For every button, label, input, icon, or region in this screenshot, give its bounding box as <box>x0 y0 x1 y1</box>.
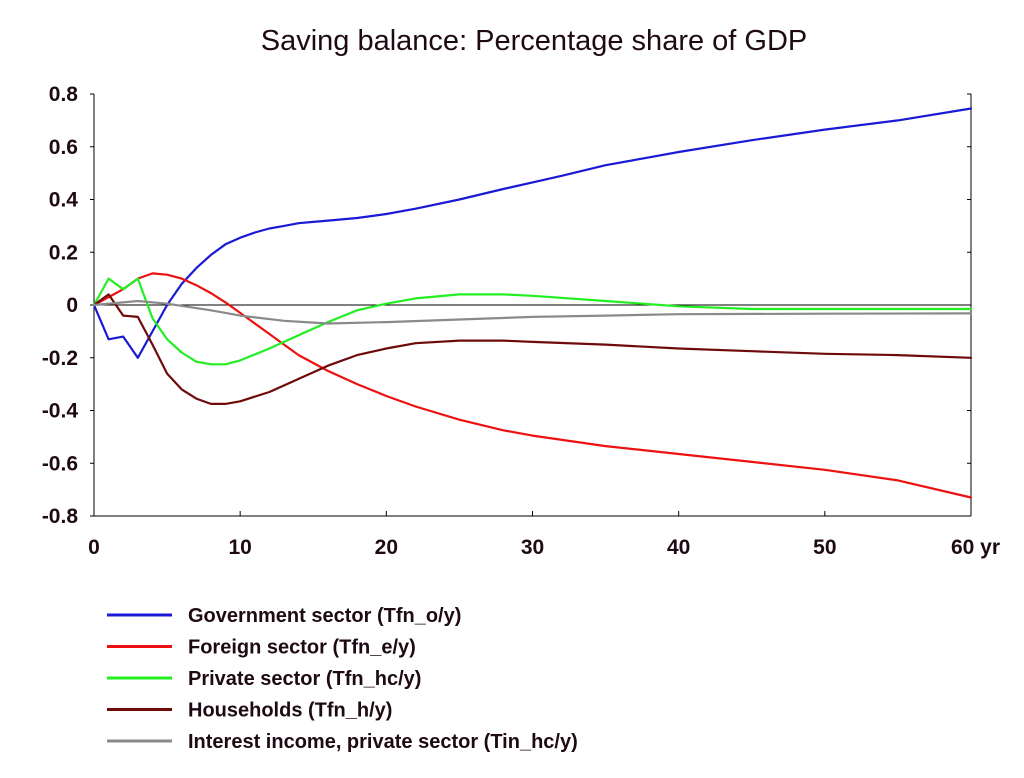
legend-item: Households (Tfn_h/y) <box>107 700 392 722</box>
series-line-1 <box>92 107 973 359</box>
series-line-3 <box>92 277 973 366</box>
y-tick-label: -0.6 <box>42 452 78 475</box>
y-tick-label: 0.4 <box>49 189 79 212</box>
legend-label: Government sector (Tfn_o/y) <box>188 605 461 627</box>
legend-label: Households (Tfn_h/y) <box>188 700 392 722</box>
x-tick-label: 30 <box>521 536 544 559</box>
plot-area <box>92 107 973 499</box>
legend-item: Private sector (Tfn_hc/y) <box>107 668 421 690</box>
legend-label: Private sector (Tfn_hc/y) <box>188 668 421 690</box>
legend-item: Interest income, private sector (Tin_hc/… <box>107 731 578 753</box>
series-line-4 <box>92 293 973 405</box>
legend: Government sector (Tfn_o/y) Foreign secto… <box>107 605 578 753</box>
x-tick-label: 0 <box>88 536 100 559</box>
legend-label: Interest income, private sector (Tin_hc/… <box>188 731 578 753</box>
x-tick-label: 60 yr <box>951 536 1000 559</box>
series-line-5 <box>92 299 973 325</box>
y-tick-label: 0.8 <box>49 83 79 106</box>
series-line-2 <box>92 272 973 499</box>
legend-item: Foreign sector (Tfn_e/y) <box>107 637 416 659</box>
legend-item: Government sector (Tfn_o/y) <box>107 605 461 627</box>
x-tick-label: 20 <box>375 536 398 559</box>
x-tick-label: 10 <box>228 536 251 559</box>
axes: 0.8 0.6 0.4 0.2 0 -0.2 -0.4 -0.6 -0.8 0 10 20 30 40 50… <box>42 83 1000 559</box>
chart-title: Saving balance: Percentage share of GDP <box>261 25 808 57</box>
x-tick-label: 40 <box>667 536 690 559</box>
y-tick-label: -0.8 <box>42 505 79 528</box>
y-tick-label: 0.2 <box>49 241 78 264</box>
y-tick-label: 0.6 <box>49 136 78 159</box>
x-tick-label: 50 <box>813 536 836 559</box>
y-tick-label: 0 <box>66 294 78 317</box>
y-tick-label: -0.2 <box>42 347 78 370</box>
y-tick-label: -0.4 <box>42 400 79 423</box>
legend-label: Foreign sector (Tfn_e/y) <box>188 637 416 659</box>
